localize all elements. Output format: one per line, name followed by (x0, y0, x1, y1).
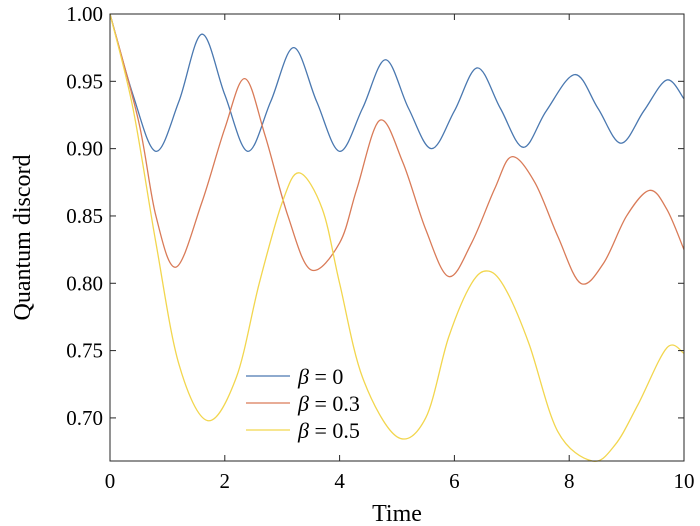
series-layer (109, 13, 685, 462)
y-tick-label: 0.80 (66, 271, 103, 295)
series-line-1 (109, 13, 685, 285)
y-axis-label: Quantum discord (10, 155, 36, 321)
y-tick-label: 0.95 (66, 69, 103, 93)
x-tick-label: 2 (220, 469, 231, 493)
x-tick-label: 0 (105, 469, 116, 493)
y-tick-label: 0.90 (66, 137, 103, 161)
x-tick-label: 8 (564, 469, 575, 493)
axes-layer (109, 13, 685, 462)
y-tick-label: 0.75 (66, 339, 103, 363)
series-line-0 (109, 13, 685, 152)
y-tick-label: 1.00 (66, 2, 103, 26)
series-line-2 (109, 13, 685, 462)
ticks-layer: 0 2 4 6 8 10 0.70 0.75 0.80 0.85 0.90 0.95 1.00 (66, 2, 694, 493)
y-tick-label: 0.85 (66, 204, 103, 228)
x-axis-label: Time (372, 501, 422, 526)
plot-frame (109, 13, 685, 462)
y-tick-label: 0.70 (66, 406, 103, 430)
x-tick-label: 6 (449, 469, 460, 493)
legend: β = 0β = 0.3β = 0.5 (246, 364, 360, 443)
legend-entry-0: β = 0 (297, 364, 343, 389)
legend-entry-1: β = 0.3 (297, 391, 360, 416)
x-tick-label: 4 (334, 469, 345, 493)
legend-entry-2: β = 0.5 (297, 418, 360, 443)
x-tick-label: 10 (674, 469, 695, 493)
